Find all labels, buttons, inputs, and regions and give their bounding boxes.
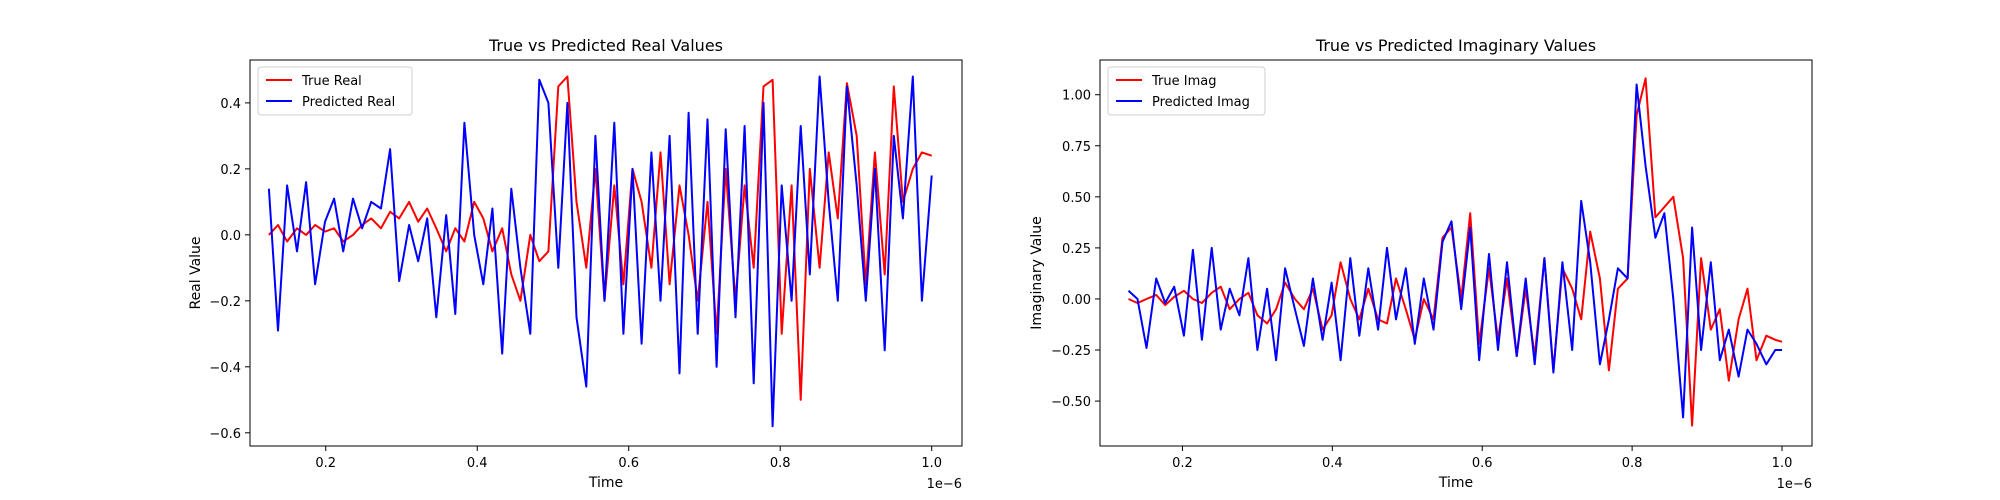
- chart-title: True vs Predicted Imaginary Values: [1315, 36, 1596, 55]
- legend-label-predicted-real: Predicted Real: [302, 95, 395, 110]
- series-line-predicted-imag: [1127, 83, 1782, 419]
- x-tick-label: 1.0: [921, 456, 942, 471]
- x-tick-label: 0.2: [1172, 456, 1193, 471]
- legend-box: [257, 66, 413, 116]
- plot-area: 0.2 0.4 0.6 0.8 1.0 −0.6 −0.4 −0.2 0.0 0.2 0.4: [209, 59, 963, 471]
- y-tick-label: −0.4: [209, 361, 241, 376]
- y-axis-label: Imaginary Value: [1029, 216, 1045, 330]
- legend-label-true-imag: True Imag: [1151, 74, 1216, 89]
- y-axis-label: Real Value: [188, 236, 204, 309]
- x-tick-label: 0.6: [618, 456, 639, 471]
- series-line-predicted-real: [267, 75, 933, 428]
- x-tick-label: 0.8: [1622, 456, 1643, 471]
- chart-title: True vs Predicted Real Values: [488, 36, 723, 55]
- x-tick-label: 0.4: [467, 456, 488, 471]
- y-tick-label: −0.6: [209, 427, 241, 442]
- x-tick-label: 0.2: [315, 456, 336, 471]
- legend-label-predicted-imag: Predicted Imag: [1152, 95, 1250, 110]
- legend: True Real Predicted Real: [257, 66, 413, 116]
- chart-imag: True vs Predicted Imaginary Values 0.2 0.…: [1029, 36, 1813, 492]
- y-tick-label: 0.25: [1062, 242, 1091, 257]
- x-tick-label: 1.0: [1772, 456, 1793, 471]
- y-tick-label: 0.2: [220, 163, 241, 178]
- x-axis-label: Time: [588, 475, 623, 491]
- y-tick-label: 0.4: [220, 97, 241, 112]
- x-axis-label: Time: [1438, 475, 1473, 491]
- x-tick-label: 0.4: [1322, 456, 1343, 471]
- y-tick-label: 0.00: [1062, 293, 1091, 308]
- x-axis-offset-text: 1e−6: [927, 477, 962, 492]
- chart-real: True vs Predicted Real Values 0.2 0.4 0.6 0…: [188, 36, 963, 492]
- plot-area: 0.2 0.4 0.6 0.8 1.0 −0.50 −0.25 0.00 0.25 0.50 0.7…: [1051, 59, 1813, 471]
- y-tick-label: 0.50: [1062, 191, 1091, 206]
- y-tick-label: −0.2: [209, 295, 241, 310]
- x-tick-label: 0.6: [1472, 456, 1493, 471]
- axes-frame: [1099, 59, 1813, 447]
- y-tick-label: 0.75: [1062, 140, 1091, 155]
- y-tick-label: 1.00: [1062, 89, 1091, 104]
- y-tick-label: −0.25: [1051, 344, 1091, 359]
- axes-frame: [249, 59, 963, 447]
- y-tick-label: −0.50: [1051, 395, 1091, 410]
- legend-box: [1107, 66, 1266, 116]
- x-tick-label: 0.8: [770, 456, 791, 471]
- y-tick-label: 0.0: [220, 229, 241, 244]
- legend: True Imag Predicted Imag: [1107, 66, 1266, 116]
- x-axis-offset-text: 1e−6: [1777, 477, 1812, 492]
- legend-label-true-real: True Real: [301, 74, 362, 89]
